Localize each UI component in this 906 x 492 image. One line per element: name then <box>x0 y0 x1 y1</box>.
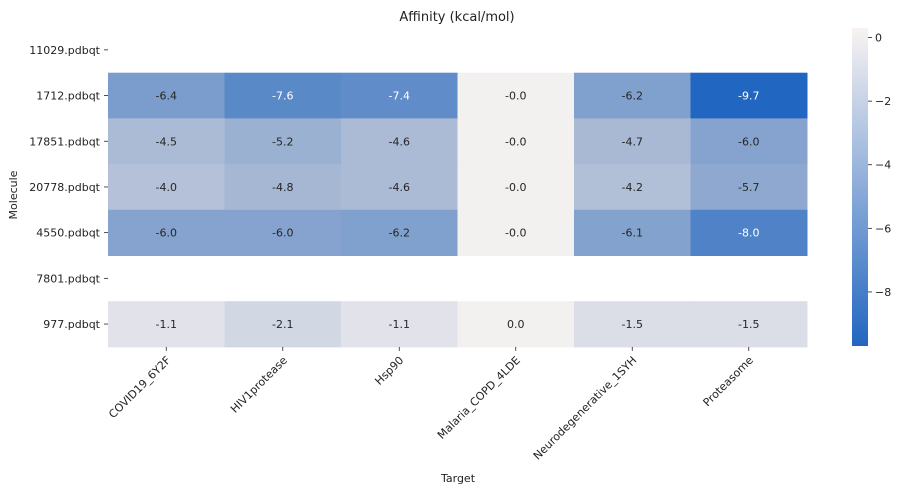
heatmap-cell <box>224 164 342 211</box>
cell-value-label: -6.1 <box>622 227 643 240</box>
colorbar-tick-label: −8 <box>875 286 891 299</box>
cell-value-label: -1.5 <box>738 318 759 331</box>
cell-value-label: -1.1 <box>156 318 177 331</box>
heatmap-cell <box>224 118 342 165</box>
x-tick-label: Malaria_COPD_4LDE <box>435 354 523 442</box>
cell-value-label: -7.6 <box>272 90 293 103</box>
x-tick-label: HIV1protease <box>228 354 290 416</box>
heatmap-cell <box>457 118 575 165</box>
heatmap-cell <box>690 72 808 119</box>
y-tick-label: 4550.pdbqt <box>36 227 100 240</box>
heatmap-cell <box>574 118 691 165</box>
heatmap-cell <box>341 301 458 348</box>
heatmap-cell <box>108 164 225 211</box>
colorbar <box>852 28 868 346</box>
heatmap-cell <box>690 301 808 348</box>
cell-value-label: -4.6 <box>389 181 410 194</box>
cell-value-label: -6.2 <box>622 90 643 103</box>
cell-value-label: -4.2 <box>622 181 643 194</box>
heatmap-cell <box>457 164 575 211</box>
colorbar-tick-label: −2 <box>875 95 891 108</box>
x-tick-label: COVID19_6Y2F <box>106 354 173 421</box>
x-tick-label: Hsp90 <box>372 354 406 388</box>
heatmap-cell <box>574 301 691 348</box>
y-tick-label: 20778.pdbqt <box>29 181 100 194</box>
heatmap-cell <box>224 209 342 256</box>
cell-value-label: -5.7 <box>738 181 759 194</box>
x-tick-label: Neurodegenerative_1SYH <box>531 354 640 463</box>
heatmap-cell <box>457 209 575 256</box>
cell-value-label: -4.7 <box>622 135 643 148</box>
cell-value-label: -4.0 <box>156 181 177 194</box>
cell-value-label: -8.0 <box>738 227 759 240</box>
cell-value-label: -0.0 <box>505 90 526 103</box>
x-tick-label: Proteasome <box>701 354 756 409</box>
y-axis-label: Molecule <box>7 170 20 219</box>
heatmap-cell <box>108 72 225 119</box>
heatmap-cell <box>690 164 808 211</box>
heatmap-cell <box>341 118 458 165</box>
cell-value-label: -1.5 <box>622 318 643 331</box>
cell-value-label: -0.0 <box>505 181 526 194</box>
y-tick-label: 11029.pdbqt <box>29 44 100 57</box>
heatmap-cell <box>690 209 808 256</box>
heatmap-cells: -6.4 -7.6 -7.4 -0.0 -6.2 -9.7 -4.5 -5.2 -4.6 -0.0… <box>108 72 808 348</box>
cell-value-label: -0.0 <box>505 227 526 240</box>
heatmap-cell <box>341 164 458 211</box>
y-tick-label: 977.pdbqt <box>43 318 100 331</box>
heatmap-cell <box>457 72 575 119</box>
colorbar-tick-label: −4 <box>875 159 891 172</box>
cell-value-label: -6.0 <box>738 135 759 148</box>
heatmap-cell <box>690 118 808 165</box>
chart-title: Affinity (kcal/mol) <box>399 10 514 25</box>
cell-value-label: -5.2 <box>272 135 293 148</box>
y-tick-label: 1712.pdbqt <box>36 90 100 103</box>
y-tick-label: 7801.pdbqt <box>36 272 100 285</box>
heatmap-cell <box>457 301 575 348</box>
heatmap-cell <box>224 301 342 348</box>
cell-value-label: -4.8 <box>272 181 293 194</box>
heatmap-cell <box>108 118 225 165</box>
cell-value-label: -2.1 <box>272 318 293 331</box>
cell-value-label: -6.0 <box>156 227 177 240</box>
colorbar-ticks: 0 −2 −4 −6 −8 <box>868 32 891 299</box>
heatmap-cell <box>574 209 691 256</box>
heatmap-cell <box>341 209 458 256</box>
x-axis-label: Target <box>440 472 476 485</box>
heatmap-cell <box>574 72 691 119</box>
cell-value-label: -4.6 <box>389 135 410 148</box>
cell-value-label: -4.5 <box>156 135 177 148</box>
heatmap-cell <box>341 72 458 119</box>
heatmap-cell <box>574 164 691 211</box>
cell-value-label: -0.0 <box>505 135 526 148</box>
y-tick-labels: 11029.pdbqt 1712.pdbqt 17851.pdbqt 20778.pd… <box>29 44 108 331</box>
x-tick-labels: COVID19_6Y2F HIV1protease Hsp90 Malaria_COP… <box>106 346 756 463</box>
cell-value-label: -6.0 <box>272 227 293 240</box>
colorbar-tick-label: −6 <box>875 222 891 235</box>
y-tick-label: 17851.pdbqt <box>29 135 100 148</box>
colorbar-tick-label: 0 <box>875 32 882 45</box>
cell-value-label: -1.1 <box>389 318 410 331</box>
cell-value-label: -7.4 <box>389 90 410 103</box>
heatmap-cell <box>108 209 225 256</box>
cell-value-label: -6.4 <box>156 90 177 103</box>
cell-value-label: -9.7 <box>738 90 759 103</box>
cell-value-label: 0.0 <box>507 318 525 331</box>
heatmap-cell <box>108 301 225 348</box>
heatmap-cell <box>224 72 342 119</box>
cell-value-label: -6.2 <box>389 227 410 240</box>
